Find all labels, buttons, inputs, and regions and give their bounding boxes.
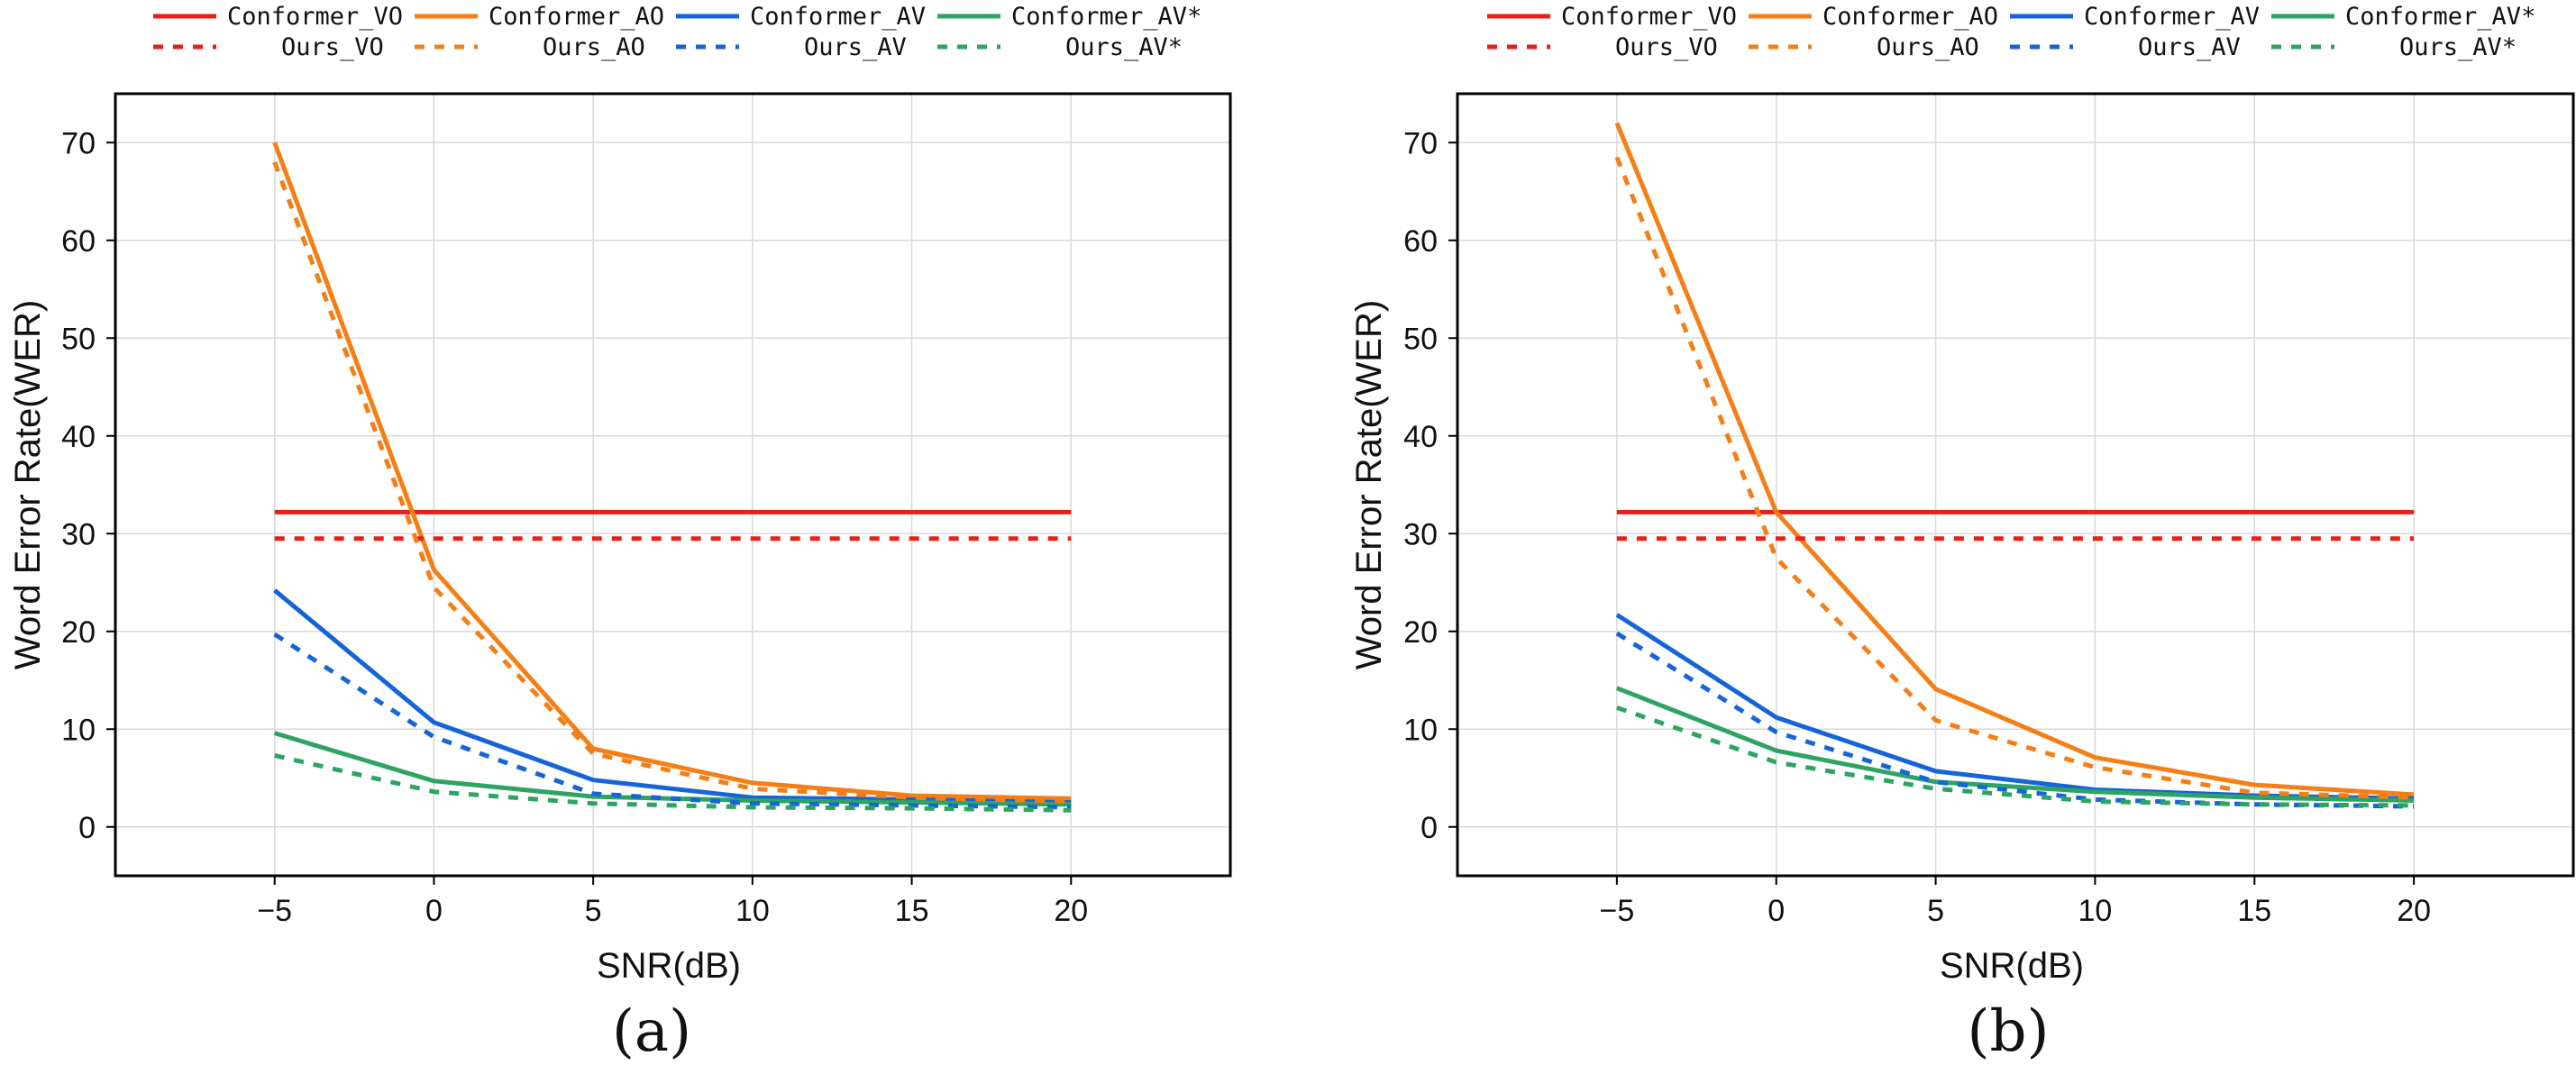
y-axis-label: Word Error Rate(WER) [8, 300, 48, 669]
y-tick-label: 30 [1403, 517, 1438, 551]
legend-label: Conformer_AV* [1011, 3, 1201, 31]
legend-label: Ours_VO [281, 33, 384, 61]
x-tick-label: 20 [2397, 894, 2431, 928]
legend-label: Ours_VO [1615, 33, 1718, 61]
y-tick-label: 40 [61, 420, 96, 454]
plot-frame [1456, 92, 2575, 878]
y-tick-label: 50 [61, 322, 96, 356]
legend-label: Conformer_AV* [2345, 3, 2535, 31]
x-tick-label: 10 [2078, 894, 2113, 928]
panel-caption: (b) [1968, 998, 2050, 1065]
series-line-ours-ao [272, 161, 1072, 804]
legend-label: Ours_AV* [1065, 33, 1183, 61]
y-tick-label: 60 [61, 224, 96, 259]
x-tick-label: 10 [735, 894, 770, 928]
series-line-conformer-av- [273, 731, 1072, 807]
legend-label: Ours_AV [804, 33, 907, 61]
panel-caption: (a) [612, 998, 691, 1065]
x-axis-label: SNR(dB) [1940, 946, 2084, 986]
x-tick-label: 5 [1927, 894, 1944, 928]
legend-label: Ours_AV* [2399, 33, 2517, 61]
legend: Conformer_VO Conformer_AO Conformer_AV Conf… [1487, 3, 2535, 61]
legend-label: Conformer_AO [489, 3, 664, 31]
legend-label: Conformer_VO [1561, 3, 1737, 31]
x-tick-label: 15 [895, 894, 929, 928]
series-line-ours-av- [274, 753, 1072, 813]
y-tick-label: 50 [1403, 322, 1438, 356]
x-tick-label: 15 [2237, 894, 2271, 928]
x-tick-label: 20 [1054, 894, 1088, 928]
series-line-conformer-av- [1615, 686, 2415, 803]
y-tick-label: 10 [61, 713, 96, 747]
y-tick-label: 20 [1403, 615, 1438, 650]
x-axis-label: SNR(dB) [597, 946, 741, 986]
y-tick-label: 70 [1403, 126, 1438, 160]
x-tick-label: 5 [585, 894, 602, 928]
y-tick-label: 70 [61, 126, 96, 160]
legend-label: Conformer_VO [227, 3, 403, 31]
y-axis-label: Word Error Rate(WER) [1349, 300, 1389, 669]
x-tick-label: 0 [425, 894, 443, 928]
y-tick-label: 10 [1403, 713, 1438, 747]
y-tick-label: 40 [1403, 420, 1438, 454]
legend-label: Conformer_AV [750, 3, 926, 31]
y-tick-label: 60 [1403, 224, 1438, 259]
legend-label: Conformer_AV [2084, 3, 2260, 31]
legend-label: Ours_AO [1877, 33, 1979, 61]
x-tick-label: −5 [257, 894, 292, 928]
y-tick-label: 0 [1420, 811, 1438, 845]
x-tick-label: 0 [1768, 894, 1785, 928]
y-tick-label: 20 [61, 615, 96, 650]
legend-label: Conformer_AO [1822, 3, 1998, 31]
legend-label: Ours_AV [2138, 33, 2241, 61]
series-line-ours-av- [1616, 705, 2415, 808]
x-tick-label: −5 [1599, 894, 1634, 928]
chart-panel-b: −5 0 5 10 15 20 0 10 20 30 40 50 60 70 SNR(dB) Word Err… [1349, 3, 2575, 1065]
plot-frame [114, 92, 1232, 878]
series-line-ours-ao [1614, 156, 2415, 800]
legend-label: Ours_AO [543, 33, 645, 61]
chart-panel-a: −5 0 5 10 15 20 0 10 20 30 40 50 60 70 SNR(dB) Word Err… [8, 3, 1232, 1065]
y-tick-label: 0 [78, 811, 96, 845]
legend: Conformer_VO Conformer_AO Conformer_AV Conf… [153, 3, 1201, 61]
y-tick-label: 30 [61, 517, 96, 551]
series-line-conformer-ao [1614, 122, 2415, 797]
series-line-ours-av [273, 632, 1072, 810]
